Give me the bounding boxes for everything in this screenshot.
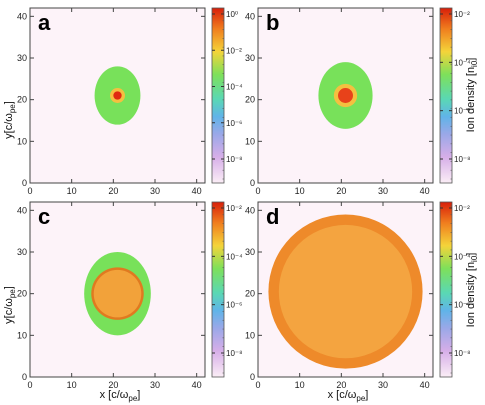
plot-frame: [29, 201, 206, 378]
x-axis-title-right: x [c/ωpe]: [328, 389, 369, 403]
colorbar-tick-label: 10⁻⁶: [226, 301, 242, 310]
y-tick-label: 30: [245, 53, 255, 63]
y-tick-label: 40: [245, 11, 255, 21]
x-tick-label: 30: [378, 380, 388, 390]
y-tick-label: 40: [17, 11, 27, 21]
x-tick-label: 20: [108, 186, 118, 196]
y-tick-label: 10: [245, 136, 255, 146]
colorbar-tick-label: 10⁻⁸: [454, 349, 471, 358]
y-tick-label: 20: [245, 289, 255, 299]
y-tick-label: 30: [245, 247, 255, 257]
x-tick-label: 20: [108, 380, 118, 390]
x-tick-label: 40: [192, 186, 202, 196]
y-tick-label: 0: [22, 178, 27, 188]
x-tick-label: 0: [27, 186, 32, 196]
colorbar-tick-label: 10⁻²: [226, 46, 242, 55]
x-tick-label: 30: [378, 186, 388, 196]
colorbar-tick-label: 10⁻⁸: [226, 349, 243, 358]
shared-labels: y[c/ωpe] y[c/ωpe] x [c/ωpe] x [c/ωpe] Io…: [3, 58, 479, 403]
x-tick-label: 10: [67, 186, 77, 196]
colorbar-title-top: Ion density [ni0]: [465, 58, 479, 133]
y-tick-label: 20: [245, 95, 255, 105]
colorbar-tick-label: 10⁻²: [226, 204, 242, 213]
x-tick-label: 40: [420, 186, 430, 196]
y-tick-label: 10: [245, 330, 255, 340]
colorbar-tick-label: 10⁻⁶: [454, 301, 470, 310]
y-axis-title-top: y[c/ωpe]: [3, 101, 17, 139]
x-tick-label: 30: [150, 186, 160, 196]
x-tick-label: 10: [295, 380, 305, 390]
x-tick-label: 20: [336, 186, 346, 196]
colorbar: 10⁻² 10⁻⁴ 10⁻⁶ 10⁻⁸: [439, 7, 471, 184]
colorbar-tick-label: 10⁻⁶: [454, 107, 470, 116]
y-tick-label: 40: [17, 205, 27, 215]
x-tick-label: 40: [192, 380, 202, 390]
x-tick-label: 10: [295, 186, 305, 196]
colorbar: 10⁻² 10⁻⁴ 10⁻⁶ 10⁻⁸: [439, 201, 471, 378]
colorbar: 10⁻² 10⁻⁴ 10⁻⁶ 10⁻⁸: [211, 201, 243, 378]
x-tick-label: 20: [336, 380, 346, 390]
x-axis-title-left: x [c/ωpe]: [100, 389, 141, 403]
panel-letter: d: [266, 204, 279, 229]
density-region-inner: [278, 224, 413, 359]
density-region-inner: [93, 269, 142, 318]
colorbar-gradient: [211, 7, 225, 184]
y-tick-label: 0: [250, 178, 255, 188]
colorbar-gradient: [211, 201, 225, 378]
x-tick-label: 30: [150, 380, 160, 390]
colorbar-tick-label: 10⁻⁸: [454, 155, 471, 164]
x-tick-label: 10: [67, 380, 77, 390]
plot-frame: [257, 7, 434, 184]
y-tick-label: 20: [17, 289, 27, 299]
y-tick-label: 20: [17, 95, 27, 105]
colorbar-tick-label: 10⁰: [226, 10, 238, 19]
y-tick-label: 10: [17, 330, 27, 340]
panel-letter: a: [38, 10, 51, 35]
colorbar: 10⁰ 10⁻² 10⁻⁴ 10⁻⁶ 10⁻⁸: [211, 7, 243, 184]
colorbar-tick-label: 10⁻²: [454, 204, 470, 213]
colorbar-tick-label: 10⁻⁴: [226, 252, 243, 261]
y-tick-label: 30: [17, 247, 27, 257]
density-region-core: [113, 91, 122, 100]
x-tick-label: 40: [420, 380, 430, 390]
panel-c: 00 10 10 20 20 30 30 40 40 c 10⁻² 10⁻⁴ 10⁻⁶ 10⁻⁸: [17, 201, 243, 390]
x-tick-label: 0: [27, 380, 32, 390]
panel-b: 00 10 10 20 20 30 30 40 40 b 10⁻² 10⁻⁴ 10⁻⁶ 10⁻⁸: [245, 7, 471, 196]
plot-frame: [29, 7, 206, 184]
colorbar-tick-label: 10⁻⁴: [454, 252, 471, 261]
colorbar-gradient: [439, 7, 453, 184]
y-tick-label: 0: [250, 372, 255, 382]
colorbar-tick-label: 10⁻²: [454, 10, 470, 19]
y-tick-label: 0: [22, 372, 27, 382]
x-tick-label: 0: [255, 380, 260, 390]
y-tick-label: 40: [245, 205, 255, 215]
panel-letter: b: [266, 10, 279, 35]
colorbar-tick-label: 10⁻⁴: [226, 83, 243, 92]
y-axis-title-bottom: y[c/ωpe]: [3, 286, 17, 324]
colorbar-tick-label: 10⁻⁴: [454, 58, 471, 67]
colorbar-tick-label: 10⁻⁸: [226, 155, 243, 164]
colorbar-title-bottom: Ion density [ni0]: [465, 253, 479, 328]
y-tick-label: 10: [17, 136, 27, 146]
y-tick-label: 30: [17, 53, 27, 63]
panel-letter: c: [38, 204, 50, 229]
plot-frame: [257, 201, 434, 378]
panel-d: 00 10 10 20 20 30 30 40 40 d 10⁻² 10⁻⁴ 10⁻⁶ 10⁻⁸: [245, 201, 471, 390]
density-region-core: [338, 88, 353, 103]
x-tick-label: 0: [255, 186, 260, 196]
colorbar-tick-label: 10⁻⁶: [226, 119, 242, 128]
panel-a: 00 10 10 20 20 30 30 40 40 a 10⁰ 10⁻² 10⁻⁴ 10⁻⁶ 10⁻⁸: [17, 7, 243, 196]
colorbar-gradient: [439, 201, 453, 378]
